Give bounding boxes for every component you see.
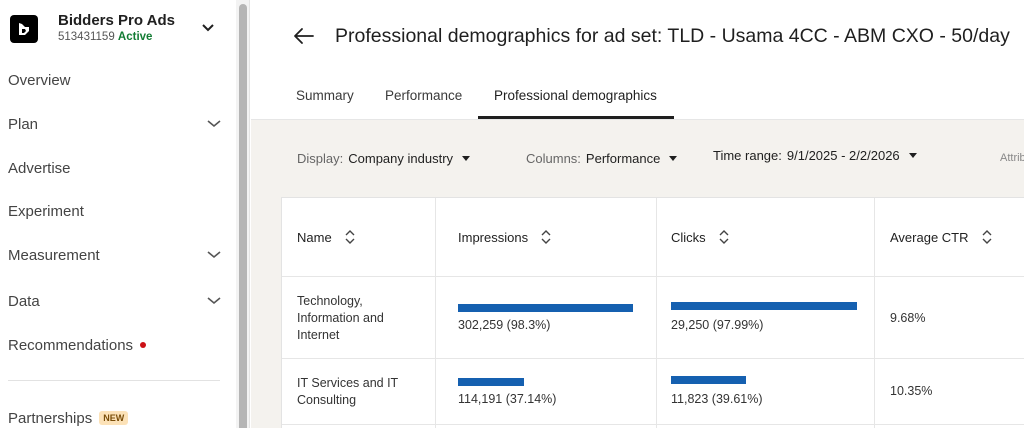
row-name-line: Technology,: [297, 294, 363, 308]
time-range-value: 9/1/2025 - 2/2/2026: [786, 148, 900, 163]
sidebar-item-label: Plan: [8, 115, 39, 133]
sort-icon[interactable]: [981, 230, 993, 244]
chevron-down-icon: [207, 251, 221, 259]
sort-icon[interactable]: [718, 230, 730, 244]
scrollbar-thumb[interactable]: [239, 4, 247, 428]
sidebar-item-label: Measurement: [8, 246, 100, 264]
sidebar-item-label: Overview: [8, 71, 71, 89]
time-range-dropdown[interactable]: Time range: 9/1/2025 - 2/2/2026: [713, 148, 917, 163]
sidebar-item-data[interactable]: Data: [8, 288, 222, 314]
sidebar-item-recommendations[interactable]: Recommendations: [8, 332, 222, 358]
row-name-line: IT Services and IT: [297, 376, 399, 390]
clicks-value: 29,250 (97.99%): [671, 318, 764, 332]
sort-icon[interactable]: [344, 230, 356, 244]
sidebar-item-advertise[interactable]: Advertise: [8, 155, 222, 181]
clicks-bar: [671, 302, 857, 310]
account-switcher[interactable]: Bidders Pro Ads 513431159 Active: [10, 12, 228, 46]
caret-down-icon: [908, 153, 917, 158]
sidebar-item-label: Partnerships: [8, 409, 93, 427]
active-tab-indicator: [478, 116, 674, 119]
column-header-clicks[interactable]: Clicks: [671, 198, 730, 276]
sidebar-item-label: Experiment: [8, 202, 84, 220]
column-divider: [435, 198, 436, 428]
sidebar-scrollbar[interactable]: [236, 0, 250, 428]
ctr-value: 10.35%: [890, 384, 933, 398]
sidebar-item-label: Data: [8, 292, 40, 310]
tab-professional-demographics[interactable]: Professional demographics: [494, 88, 657, 103]
sidebar-item-experiment[interactable]: Experiment: [8, 198, 222, 224]
tab-bar: Summary Performance Professional demogra…: [251, 76, 1024, 120]
demographics-table: Name Impressions Clicks Average CTR Tech…: [281, 197, 1024, 428]
columns-value: Performance: [585, 151, 661, 166]
main-content: Professional demographics for ad set: TL…: [251, 0, 1024, 428]
account-id: 513431159: [58, 31, 115, 43]
page-title: Professional demographics for ad set: TL…: [335, 25, 1010, 47]
column-header-label: Impressions: [458, 229, 529, 245]
column-header-label: Clicks: [671, 229, 706, 245]
sidebar-item-overview[interactable]: Overview: [8, 67, 222, 93]
impressions-value: 302,259 (98.3%): [458, 318, 551, 332]
row-divider: [282, 424, 1024, 425]
column-header-average-ctr[interactable]: Average CTR: [890, 198, 993, 276]
chevron-down-icon: [207, 120, 221, 128]
account-status-badge: Active: [117, 31, 153, 43]
tab-summary[interactable]: Summary: [296, 88, 354, 103]
attribution-setting[interactable]: Attrib: [1000, 152, 1024, 164]
ctr-value: 9.68%: [890, 311, 926, 325]
column-header-label: Average CTR: [890, 229, 969, 245]
columns-label: Columns:: [526, 151, 581, 166]
impressions-bar: [458, 378, 524, 386]
row-divider: [282, 358, 1024, 359]
sidebar: Bidders Pro Ads 513431159 Active Overvie…: [0, 0, 236, 428]
row-name: Technology, Information and Internet: [297, 293, 384, 344]
sort-icon[interactable]: [540, 230, 552, 244]
chevron-down-icon: [207, 297, 221, 305]
caret-down-icon: [669, 156, 678, 161]
column-header-label: Name: [297, 229, 332, 245]
display-value: Company industry: [348, 151, 454, 166]
account-id-line: 513431159 Active: [58, 31, 152, 43]
notification-dot: [140, 342, 147, 348]
sidebar-item-measurement[interactable]: Measurement: [8, 242, 222, 268]
back-arrow-icon[interactable]: [292, 24, 316, 48]
column-header-impressions[interactable]: Impressions: [458, 198, 552, 276]
sidebar-divider: [8, 380, 220, 381]
sidebar-item-label: Recommendations: [8, 336, 134, 354]
impressions-value: 114,191 (37.14%): [458, 392, 557, 406]
row-name-line: Internet: [297, 328, 340, 342]
display-label: Display:: [297, 151, 344, 166]
sidebar-item-label: Advertise: [8, 159, 71, 177]
column-divider: [656, 198, 657, 428]
row-name-line: Information and: [297, 311, 384, 325]
sidebar-item-partnerships[interactable]: Partnerships NEW: [8, 405, 222, 428]
chevron-down-icon[interactable]: [200, 20, 216, 36]
impressions-bar: [458, 304, 633, 312]
caret-down-icon: [462, 156, 471, 161]
tab-performance[interactable]: Performance: [385, 88, 463, 103]
account-name: Bidders Pro Ads: [58, 12, 175, 29]
time-range-label: Time range:: [713, 148, 782, 163]
clicks-value: 11,823 (39.61%): [671, 392, 763, 406]
row-divider: [282, 276, 1024, 277]
linkedin-ads-logo-icon: [10, 15, 38, 43]
column-header-name[interactable]: Name: [297, 198, 356, 276]
row-name-line: Consulting: [297, 393, 357, 407]
display-dropdown[interactable]: Display: Company industry: [297, 151, 471, 166]
row-name: IT Services and IT Consulting: [297, 375, 398, 409]
new-badge: NEW: [99, 411, 129, 425]
column-divider: [874, 198, 875, 428]
clicks-bar: [671, 376, 746, 384]
sidebar-item-plan[interactable]: Plan: [8, 111, 222, 137]
columns-dropdown[interactable]: Columns: Performance: [526, 151, 678, 166]
